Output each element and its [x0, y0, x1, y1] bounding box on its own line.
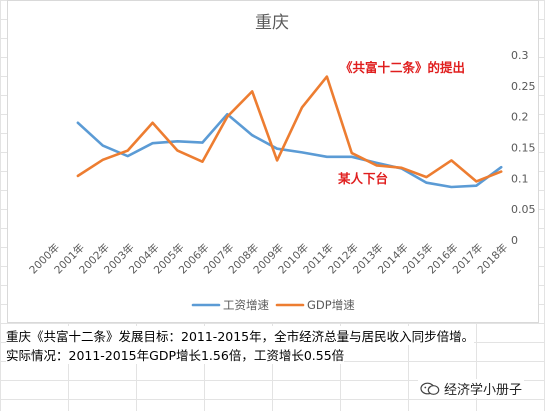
y-tick-label: 0.3 — [511, 49, 529, 62]
watermark-text: 经济学小册子 — [444, 383, 523, 398]
y-tick-label: 0.1 — [511, 172, 529, 185]
annotation-step-down: 某人下台 — [338, 171, 388, 186]
series-line-wage-growth — [76, 112, 503, 189]
y-tick-label: 0.05 — [511, 203, 536, 216]
y-tick-label: 0.2 — [511, 111, 529, 124]
watermark: 经济学小册子 — [418, 379, 525, 398]
note-line-1: 重庆《共富十二条》发展目标：2011-2015年，全市经济总量与居民收入同步倍增… — [6, 326, 475, 345]
legend-label: GDP增速 — [307, 298, 355, 312]
line-chart: 重庆00.050.10.150.20.250.32000年2001年2002年2… — [27, 13, 536, 312]
annotation-policy: 《共富十二条》的提出 — [340, 60, 465, 75]
series-line-gdp-growth — [76, 75, 503, 183]
y-tick-label: 0 — [511, 234, 518, 247]
y-tick-label: 0.25 — [511, 80, 536, 93]
legend-label: 工资增速 — [223, 298, 269, 312]
y-tick-label: 0.15 — [511, 142, 536, 155]
chart-title: 重庆 — [255, 13, 289, 33]
wechat-icon — [420, 382, 440, 396]
note-line-2: 实际情况：2011-2015年GDP增长1.56倍，工资增长0.55倍 — [6, 345, 345, 364]
